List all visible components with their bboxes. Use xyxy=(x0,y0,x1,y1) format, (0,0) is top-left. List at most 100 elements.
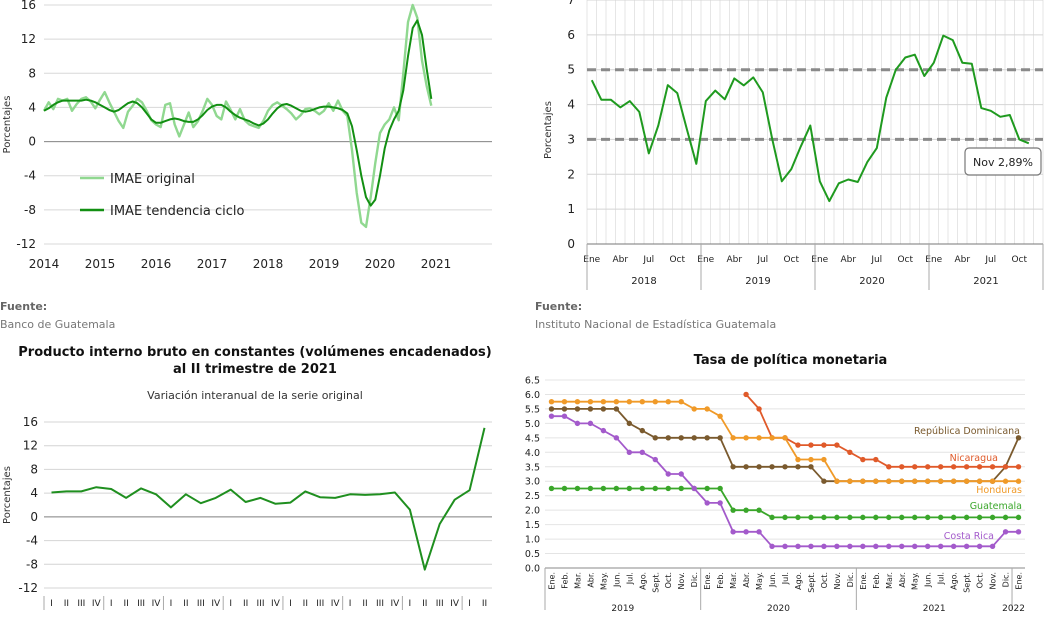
inflation-series-line xyxy=(590,34,1030,203)
rate-month-label: Sept. xyxy=(651,572,660,593)
imae-x-tick-label: 2019 xyxy=(309,257,340,271)
rate-data-point xyxy=(652,435,658,441)
inflation-y-tick-label: 5 xyxy=(567,63,575,77)
imae-legend-label: IMAE tendencia ciclo xyxy=(110,204,244,219)
rate-data-point xyxy=(691,435,697,441)
rate-data-point xyxy=(847,449,853,456)
rate-data-point xyxy=(769,514,775,521)
rate-data-point xyxy=(963,464,970,470)
rate-y-tick-label: 6.0 xyxy=(525,390,540,401)
rate-data-point xyxy=(821,456,827,463)
rate-data-point xyxy=(1002,529,1009,535)
rate-data-point xyxy=(704,406,710,412)
rate-data-point xyxy=(925,514,931,521)
gdp-title-line2: al II trimestre de 2021 xyxy=(173,362,337,377)
gdp-y-tick-label: 0 xyxy=(30,510,38,524)
rate-data-point xyxy=(912,478,918,484)
gdp-quarter-label: IV xyxy=(331,599,341,609)
rate-data-point xyxy=(561,485,568,492)
rate-data-point xyxy=(937,464,944,470)
rate-data-point xyxy=(548,413,555,419)
rate-data-point xyxy=(976,543,983,550)
rate-data-point xyxy=(665,398,671,405)
rate-data-point xyxy=(937,514,944,521)
rate-y-tick-label: 3.5 xyxy=(525,462,540,473)
rate-data-point xyxy=(989,464,996,470)
rate-data-point xyxy=(704,500,710,506)
rate-data-point xyxy=(730,464,736,470)
rate-month-label: Feb. xyxy=(872,572,881,589)
rate-month-label: Oct. xyxy=(664,572,673,588)
rate-month-label: Mar. xyxy=(573,572,582,589)
inflation-month-label: Abr xyxy=(840,255,856,265)
rate-data-point xyxy=(600,406,607,412)
gdp-quarter-label: I xyxy=(229,599,232,609)
rate-data-point xyxy=(847,543,853,550)
gdp-y-tick-label: -8 xyxy=(26,557,38,571)
inflation-month-label: Oct xyxy=(1011,255,1027,265)
rate-month-label: Abr. xyxy=(586,572,595,588)
rate-data-point xyxy=(873,456,879,463)
policy-rate-chart-panel: 0.0 0.5 1.0 1.5 2.0 2.5 3.0 3.5 4.0 4.5 5.0 5.5 6.0 6… xyxy=(510,370,1046,614)
rate-data-point xyxy=(989,514,996,521)
rate-data-point xyxy=(1015,478,1022,484)
imae-x-tick-label: 2016 xyxy=(141,257,172,271)
imae-y-tick-label: 16 xyxy=(21,0,36,12)
rate-data-point xyxy=(756,435,762,441)
gdp-quarter-label: III xyxy=(257,599,265,609)
gdp-quarter-label: I xyxy=(50,599,53,609)
rate-data-point xyxy=(613,398,620,405)
rate-data-point xyxy=(860,514,866,521)
imae-x-tick-label: 2020 xyxy=(365,257,396,271)
gdp-quarter-label: III xyxy=(316,599,324,609)
rate-year-label: 2019 xyxy=(611,604,634,613)
rate-data-point xyxy=(613,435,620,441)
rate-data-point xyxy=(574,398,581,405)
rate-y-tick-label: 5.0 xyxy=(525,419,540,430)
rate-month-label: Mar. xyxy=(885,572,894,589)
rate-data-point xyxy=(860,543,866,550)
inflation-annotation-text: Nov 2,89% xyxy=(973,156,1033,169)
rate-data-point xyxy=(1015,435,1022,441)
rate-month-label: Jul. xyxy=(781,572,790,585)
rate-data-point xyxy=(613,406,620,412)
rate-data-point xyxy=(743,435,749,441)
rate-data-point xyxy=(600,398,607,405)
inflation-y-axis-label: Porcentajes xyxy=(543,101,554,159)
imae-source-head: Fuente: xyxy=(0,300,48,313)
inflation-y-tick-label: 7 xyxy=(567,0,575,7)
rate-data-point xyxy=(626,449,633,456)
rate-series-label: República Dominicana xyxy=(914,426,1020,437)
rate-y-tick-label: 4.5 xyxy=(525,433,540,444)
rate-data-point xyxy=(937,543,944,550)
gdp-quarter-label: I xyxy=(349,599,352,609)
imae-chart: -12 -8 -4 0 4 8 12 16 2014 2015 2016 2017 2018 2019 20… xyxy=(2,0,492,271)
gdp-y-tick-label: 8 xyxy=(30,462,38,476)
rate-month-label: Dic. xyxy=(690,572,699,587)
rate-y-tick-label: 6.5 xyxy=(525,376,540,387)
rate-data-point xyxy=(886,464,892,470)
rate-month-label: Feb. xyxy=(560,572,569,589)
rate-data-point xyxy=(847,514,853,521)
rate-data-point xyxy=(561,406,568,412)
rate-data-point xyxy=(600,427,607,434)
rate-data-point xyxy=(652,485,658,492)
gdp-y-tick-label: -12 xyxy=(18,581,38,595)
rate-data-point xyxy=(743,464,749,470)
rate-data-point xyxy=(808,456,814,463)
rate-data-point xyxy=(626,398,633,405)
rate-month-label: Sept. xyxy=(963,572,972,593)
rate-data-point xyxy=(873,478,879,484)
policy-rate-chart: 0.0 0.5 1.0 1.5 2.0 2.5 3.0 3.5 4.0 4.5 5.0 5.5 6.0 6… xyxy=(525,376,1025,614)
rate-data-point xyxy=(587,420,594,427)
rate-data-point xyxy=(795,442,801,448)
imae-y-tick-label: 8 xyxy=(28,66,36,80)
imae-x-tick-label: 2015 xyxy=(85,257,116,271)
imae-y-tick-label: 0 xyxy=(28,135,36,149)
rate-data-point xyxy=(691,485,697,492)
rate-data-point xyxy=(899,543,905,550)
inflation-chart: 0 1 2 3 4 5 6 7 Porcentajes Ene Abr Jul Oct Ene Abr Jul… xyxy=(543,0,1044,290)
gdp-subtitle: Variación interanual de la serie origina… xyxy=(147,389,363,402)
rate-year-label: 2021 xyxy=(923,604,946,613)
rate-month-label: Nov. xyxy=(833,572,842,590)
